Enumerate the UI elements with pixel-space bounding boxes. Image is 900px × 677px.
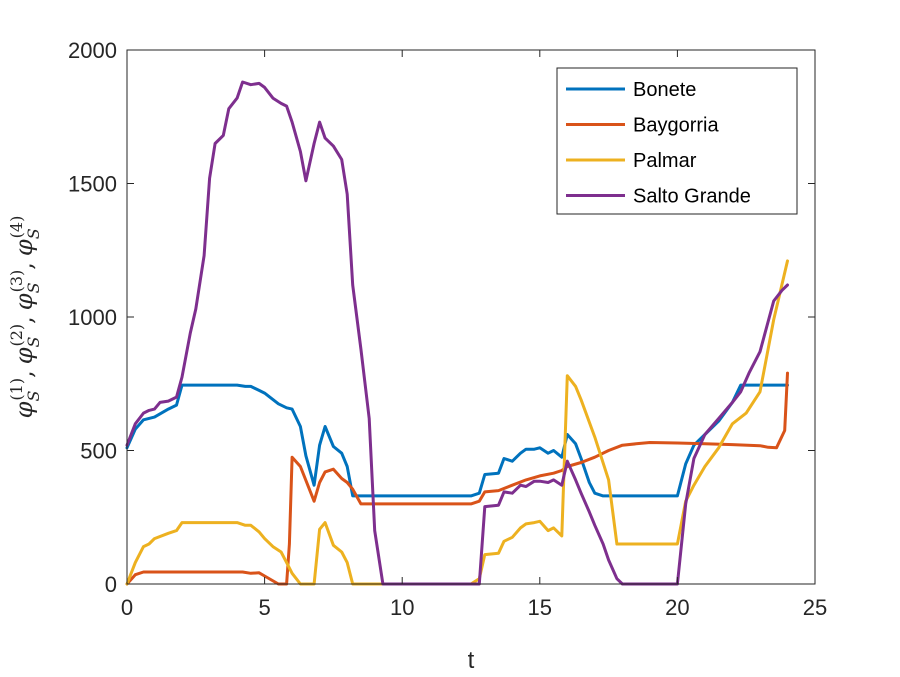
ylabel-sep-3: ,: [10, 262, 38, 270]
ylabel-phi-1: φ: [10, 401, 38, 418]
y-tick-label: 2000: [68, 38, 117, 63]
ylabel-sup-2: (2): [7, 324, 26, 347]
ylabel-phi-2: φ: [10, 347, 38, 364]
ylabel-sup-1: (1): [7, 378, 26, 401]
ylabel-sub-2: S: [24, 336, 43, 347]
ylabel-sep-1: ,: [10, 370, 38, 378]
svg-text:φS(1),φS(2),φS(3),φS(4): φS(1),φS(2),φS(3),φS(4): [7, 216, 43, 419]
ylabel-phi-3: φ: [10, 293, 38, 310]
x-tick-label: 25: [803, 595, 827, 620]
legend-items: Bonete Baygorria Palmar Salto Grande: [566, 79, 751, 208]
ylabel-sub-1: S: [24, 391, 43, 402]
y-tick-label: 1000: [68, 305, 117, 330]
y-axis-label: φS(1),φS(2),φS(3),φS(4): [7, 216, 43, 419]
ticks-layer: 0 5 10 15 20 25 0 500 1000 1500 2000: [68, 38, 827, 620]
x-tick-label: 20: [665, 595, 689, 620]
x-axis-label: t: [468, 647, 475, 674]
x-tick-label: 0: [121, 595, 133, 620]
ylabel-sub-4: S: [24, 228, 43, 239]
y-tick-label: 1500: [68, 172, 117, 197]
ylabel-sup-3: (3): [7, 270, 26, 293]
x-tick-label: 10: [390, 595, 414, 620]
legend-label-salto-grande: Salto Grande: [633, 186, 751, 208]
series-line-baygorria: [125, 371, 789, 586]
ylabel-phi-4: φ: [10, 239, 38, 256]
legend-box: [556, 67, 798, 215]
x-tick-label: 5: [258, 595, 270, 620]
series-line-bonete: [125, 383, 789, 498]
legend: Bonete Baygorria Palmar Salto Grande: [556, 67, 798, 215]
ylabel-sep-2: ,: [10, 316, 38, 324]
legend-label-palmar: Palmar: [633, 150, 697, 172]
y-tick-label: 500: [80, 439, 117, 464]
ylabel-sup-4: (4): [7, 216, 26, 239]
y-tick-label: 0: [105, 572, 117, 597]
legend-label-baygorria: Baygorria: [633, 115, 719, 137]
x-tick-label: 15: [528, 595, 552, 620]
ylabel-sub-3: S: [24, 282, 43, 293]
legend-label-bonete: Bonete: [633, 79, 696, 101]
